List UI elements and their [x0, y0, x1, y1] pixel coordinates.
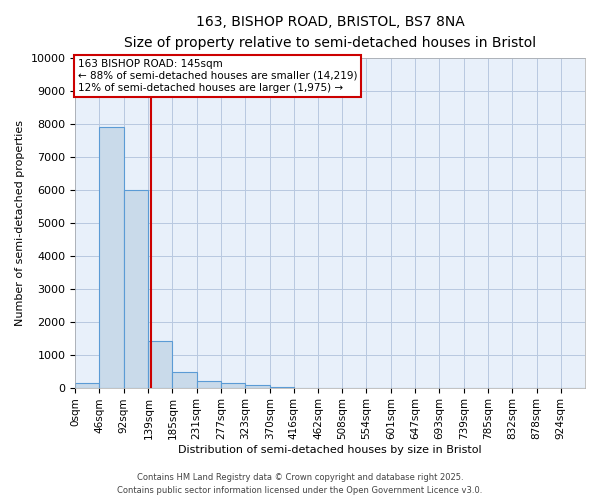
Bar	[148, 342, 172, 388]
Bar	[75, 382, 100, 388]
Bar	[124, 190, 148, 388]
Bar	[221, 384, 245, 388]
Text: 163 BISHOP ROAD: 145sqm
← 88% of semi-detached houses are smaller (14,219)
12% o: 163 BISHOP ROAD: 145sqm ← 88% of semi-de…	[78, 60, 358, 92]
Title: 163, BISHOP ROAD, BRISTOL, BS7 8NA
Size of property relative to semi-detached ho: 163, BISHOP ROAD, BRISTOL, BS7 8NA Size …	[124, 15, 536, 50]
Bar	[245, 385, 270, 388]
Bar	[172, 372, 197, 388]
Bar	[197, 381, 221, 388]
Text: Contains HM Land Registry data © Crown copyright and database right 2025.
Contai: Contains HM Land Registry data © Crown c…	[118, 474, 482, 495]
Y-axis label: Number of semi-detached properties: Number of semi-detached properties	[15, 120, 25, 326]
X-axis label: Distribution of semi-detached houses by size in Bristol: Distribution of semi-detached houses by …	[178, 445, 482, 455]
Bar	[100, 127, 124, 388]
